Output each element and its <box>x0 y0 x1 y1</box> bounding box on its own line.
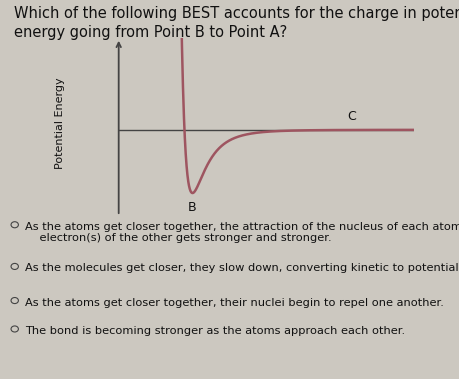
Text: Potential Energy: Potential Energy <box>55 77 65 169</box>
Text: As the molecules get closer, they slow down, converting kinetic to potential ene: As the molecules get closer, they slow d… <box>25 263 459 273</box>
Text: C: C <box>347 110 356 123</box>
Text: Which of the following BEST accounts for the charge in potential: Which of the following BEST accounts for… <box>14 6 459 21</box>
Text: As the atoms get closer together, their nuclei begin to repel one another.: As the atoms get closer together, their … <box>25 298 443 307</box>
Text: The bond is becoming stronger as the atoms approach each other.: The bond is becoming stronger as the ato… <box>25 326 404 336</box>
Text: energy going from Point B to Point A?: energy going from Point B to Point A? <box>14 25 286 40</box>
Text: As the atoms get closer together, the attraction of the nucleus of each atom for: As the atoms get closer together, the at… <box>25 222 459 243</box>
Text: B: B <box>188 201 196 214</box>
